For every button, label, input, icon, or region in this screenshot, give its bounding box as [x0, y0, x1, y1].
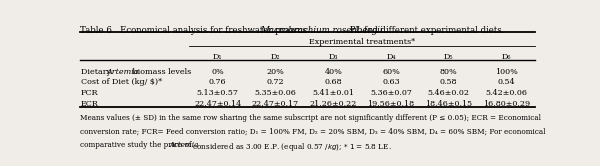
Text: 18.46±0.15: 18.46±0.15	[425, 100, 472, 108]
Text: considered as 3.00 E.P. (equal 0.57 $/kg); * 1 $ = 5.8 LE.: considered as 3.00 E.P. (equal 0.57 $/kg…	[190, 141, 392, 154]
Text: Table 6   Economical analysis for freshwater prawns: Table 6 Economical analysis for freshwat…	[80, 26, 310, 35]
Text: PL fed different experimental diets.: PL fed different experimental diets.	[347, 26, 505, 35]
Text: 0.54: 0.54	[497, 78, 515, 86]
Text: 5.36±0.07: 5.36±0.07	[370, 89, 412, 97]
Text: Cost of Diet (kg/ $)*: Cost of Diet (kg/ $)*	[81, 78, 162, 86]
Text: ECR: ECR	[81, 100, 99, 108]
Text: Dietary: Dietary	[81, 68, 113, 76]
Text: 0.68: 0.68	[325, 78, 342, 86]
Text: Macrobrachium rosenbergii: Macrobrachium rosenbergii	[260, 26, 383, 35]
Text: D₅: D₅	[444, 52, 454, 61]
Text: 20%: 20%	[266, 68, 284, 76]
Text: 80%: 80%	[440, 68, 458, 76]
Text: D₆: D₆	[502, 52, 511, 61]
Text: D₃: D₃	[329, 52, 338, 61]
Text: 5.46±0.02: 5.46±0.02	[428, 89, 470, 97]
Text: 5.35±0.06: 5.35±0.06	[254, 89, 296, 97]
Text: conversion rate; FCR= Feed conversion ratio; D₁ = 100% FM, D₂ = 20% SBM, D₃ = 40: conversion rate; FCR= Feed conversion ra…	[80, 128, 545, 136]
Text: Artemia: Artemia	[170, 141, 199, 149]
Text: 100%: 100%	[495, 68, 518, 76]
Text: 0.63: 0.63	[382, 78, 400, 86]
Text: 0.72: 0.72	[267, 78, 284, 86]
Text: 16.80±0.29: 16.80±0.29	[483, 100, 530, 108]
Text: 0.76: 0.76	[209, 78, 227, 86]
Text: 5.42±0.06: 5.42±0.06	[485, 89, 527, 97]
Text: biomass levels: biomass levels	[130, 68, 191, 76]
Text: comparative study the price of: comparative study the price of	[80, 141, 193, 149]
Text: 19.56±0.18: 19.56±0.18	[367, 100, 415, 108]
Text: 22.47±0.17: 22.47±0.17	[252, 100, 299, 108]
Text: FCR: FCR	[81, 89, 98, 97]
Text: 0.58: 0.58	[440, 78, 457, 86]
Text: D₄: D₄	[386, 52, 396, 61]
Text: 5.13±0.57: 5.13±0.57	[197, 89, 239, 97]
Text: 22.47±0.14: 22.47±0.14	[194, 100, 241, 108]
Text: Means values (± SD) in the same row sharing the same subscript are not significa: Means values (± SD) in the same row shar…	[80, 114, 541, 122]
Text: 21.26±0.22: 21.26±0.22	[310, 100, 357, 108]
Text: Experimental treatments*: Experimental treatments*	[309, 39, 415, 46]
Text: Artemia: Artemia	[107, 68, 140, 76]
Text: D₂: D₂	[271, 52, 280, 61]
Text: 60%: 60%	[382, 68, 400, 76]
Text: D₁: D₁	[213, 52, 223, 61]
Text: 0%: 0%	[211, 68, 224, 76]
Text: 5.41±0.01: 5.41±0.01	[312, 89, 354, 97]
Text: 40%: 40%	[325, 68, 342, 76]
